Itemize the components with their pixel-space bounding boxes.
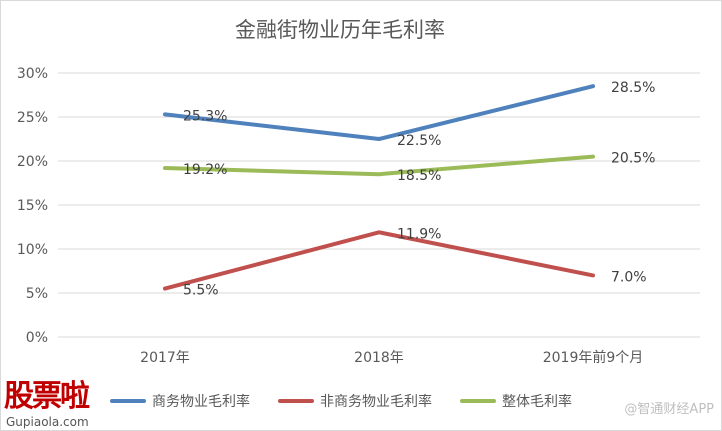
data-label: 18.5% [397, 168, 441, 184]
data-label: 22.5% [397, 133, 441, 149]
data-label: 28.5% [611, 80, 655, 96]
data-label: 25.3% [183, 108, 227, 124]
series-line [163, 84, 595, 141]
x-tick-label: 2017年 [140, 350, 190, 366]
series-line [163, 230, 595, 291]
source-watermark: @智通财经APP [624, 402, 714, 417]
gridlines [58, 72, 700, 338]
y-axis-ticks: 0% 5% 10% 15% 20% 25% 30% [17, 66, 48, 346]
y-tick-label: 0% [26, 330, 48, 346]
y-tick-label: 10% [17, 242, 48, 258]
chart-title: 金融街物业历年毛利率 [235, 18, 445, 42]
legend-label: 商务物业毛利率 [152, 393, 250, 410]
series-lines [163, 84, 595, 291]
legend-label: 整体毛利率 [502, 393, 572, 410]
logo-domain: Gupiaola.com [6, 415, 89, 429]
y-tick-label: 20% [17, 154, 48, 170]
data-label: 19.2% [183, 162, 227, 178]
data-label: 7.0% [611, 269, 647, 285]
y-tick-label: 15% [17, 198, 48, 214]
legend: 商务物业毛利率 非商务物业毛利率 整体毛利率 [110, 393, 572, 410]
x-axis-ticks: 2017年 2018年 2019年前9个月 [140, 349, 643, 366]
y-tick-label: 30% [17, 66, 48, 82]
data-label: 11.9% [397, 226, 441, 242]
data-label: 5.5% [183, 283, 219, 299]
series-line [163, 154, 595, 177]
y-tick-label: 5% [26, 286, 48, 302]
gupiaola-logo: 股票啦 Gupiaola.com [4, 379, 92, 429]
x-tick-label: 2018年 [354, 350, 404, 366]
legend-label: 非商务物业毛利率 [320, 393, 432, 410]
y-tick-label: 25% [17, 110, 48, 126]
logo-text: 股票啦 [4, 379, 90, 414]
data-label: 20.5% [611, 151, 655, 167]
data-labels: 25.3% 22.5% 28.5% 5.5% 11.9% 7.0% 19.2% 18.5% 20… [183, 80, 655, 298]
x-tick-label: 2019年前9个月 [543, 349, 644, 366]
